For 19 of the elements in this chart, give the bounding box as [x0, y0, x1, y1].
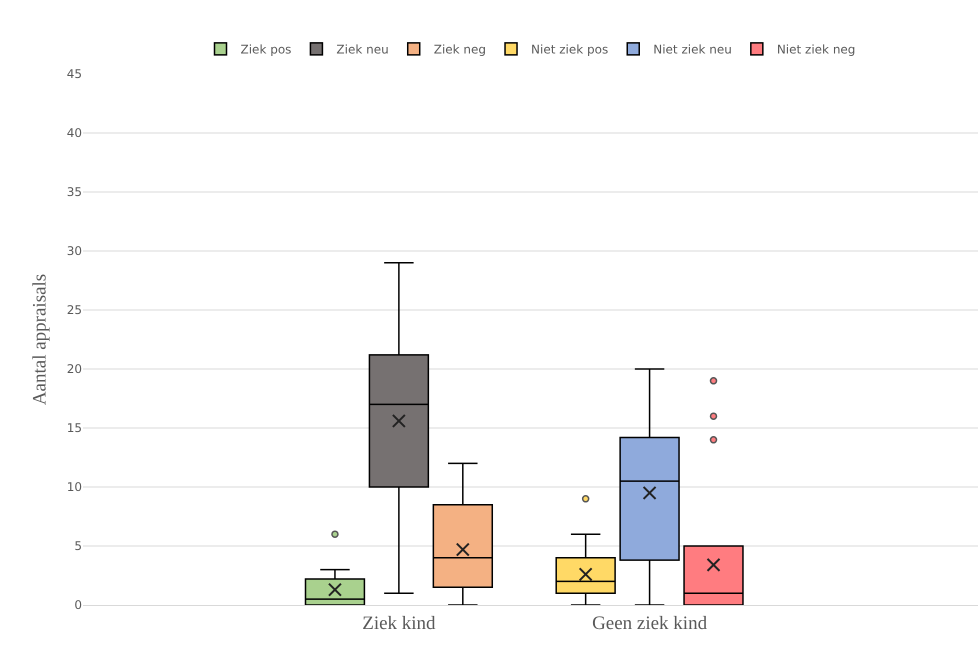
legend-label: Niet ziek neg	[776, 42, 856, 57]
y-axis-title: Aantal appraisals	[30, 274, 51, 406]
legend-label: Ziek pos	[240, 42, 292, 57]
y-tick-label: 5	[74, 539, 82, 554]
y-tick-label: 45	[66, 67, 82, 82]
legend-label: Ziek neu	[336, 42, 389, 57]
x-tick-label: Ziek kind	[362, 612, 436, 634]
legend-label: Ziek neg	[434, 42, 486, 57]
y-tick-label: 40	[66, 126, 82, 140]
y-tick-label: 35	[66, 185, 82, 200]
x-tick-label: Geen ziek kind	[592, 612, 708, 634]
y-tick-label: 25	[66, 303, 82, 318]
legend-label: Niet ziek neu	[653, 42, 732, 57]
legend-label: Niet ziek pos	[531, 42, 608, 57]
y-tick-label: 20	[66, 362, 82, 376]
y-tick-label: 0	[74, 598, 82, 612]
y-tick-label: 30	[66, 244, 82, 258]
y-tick-label: 15	[66, 421, 82, 436]
y-tick-label: 10	[66, 480, 82, 494]
